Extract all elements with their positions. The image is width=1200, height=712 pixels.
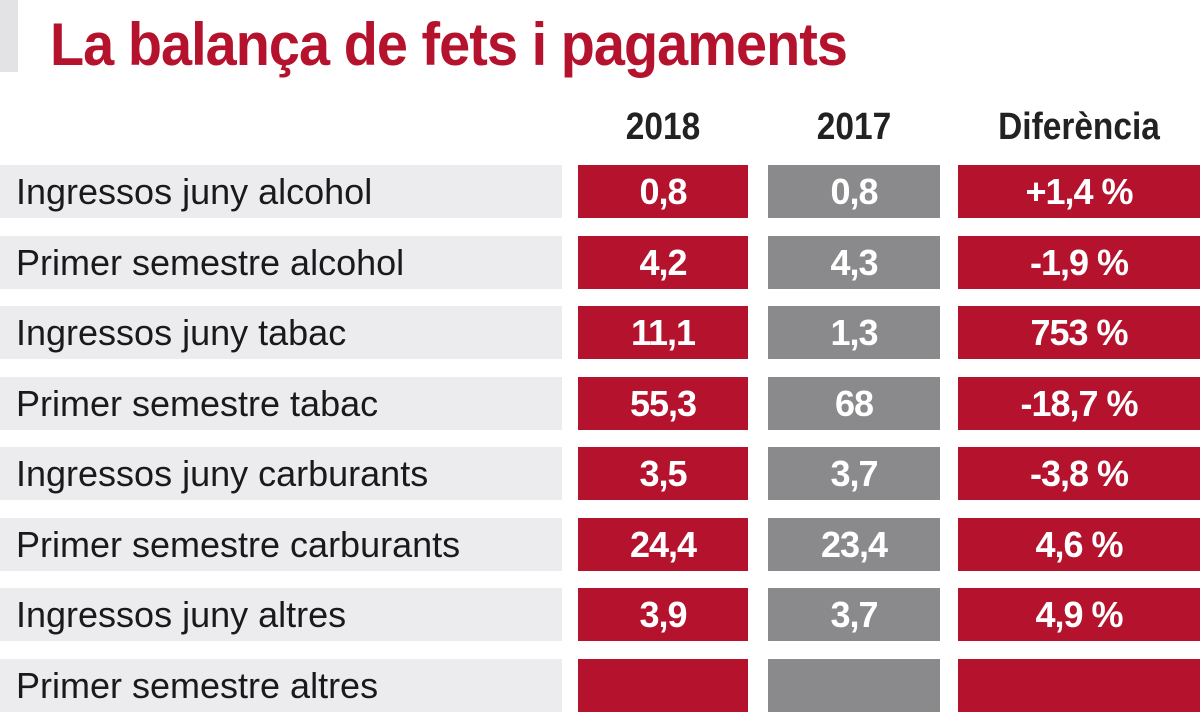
table-row: Ingressos juny carburants 3,5 3,7 -3,8 % <box>0 447 1200 500</box>
column-header-2018: 2018 <box>625 106 701 148</box>
column-header-diferencia: Diferència <box>998 106 1160 148</box>
value-2018: 4,2 <box>578 235 748 289</box>
decorative-bar <box>0 0 18 72</box>
row-label: Ingressos juny carburants <box>0 447 562 500</box>
row-label: Primer semestre alcohol <box>0 235 562 289</box>
table-row: Ingressos juny altres 3,9 3,7 4,9 % <box>0 588 1200 641</box>
value-2018: 55,3 <box>578 376 748 430</box>
value-2018: 11,1 <box>578 306 748 359</box>
value-difference: -3,8 % <box>958 447 1200 500</box>
table-row: Primer semestre alcohol 4,2 4,3 -1,9 % <box>0 235 1200 289</box>
row-label: Primer semestre tabac <box>0 376 562 430</box>
row-label: Primer semestre altres <box>0 658 562 712</box>
row-label: Ingressos juny altres <box>0 588 562 641</box>
chart-title: La balança de fets i pagaments <box>50 11 848 78</box>
table-row: Ingressos juny tabac 11,1 1,3 753 % <box>0 306 1200 359</box>
value-2018: 0,8 <box>578 165 748 218</box>
value-2017: 0,8 <box>768 165 940 218</box>
value-difference: 4,9 % <box>958 588 1200 641</box>
value-2018: 24,4 <box>578 517 748 571</box>
column-header-2017: 2017 <box>816 106 892 148</box>
value-2017: 23,4 <box>768 517 940 571</box>
value-2018: 3,9 <box>578 588 748 641</box>
value-2017: 3,7 <box>768 447 940 500</box>
row-label: Ingressos juny tabac <box>0 306 562 359</box>
value-difference: +1,4 % <box>958 165 1200 218</box>
table-row: Ingressos juny alcohol 0,8 0,8 +1,4 % <box>0 165 1200 218</box>
row-label: Ingressos juny alcohol <box>0 165 562 218</box>
value-2018: 3,5 <box>578 447 748 500</box>
value-difference: 4,6 % <box>958 517 1200 571</box>
value-2018 <box>578 658 748 712</box>
value-2017: 68 <box>768 376 940 430</box>
value-2017: 4,3 <box>768 235 940 289</box>
value-difference: -18,7 % <box>958 376 1200 430</box>
table-row: Primer semestre carburants 24,4 23,4 4,6 % <box>0 517 1200 571</box>
value-2017: 3,7 <box>768 588 940 641</box>
row-label: Primer semestre carburants <box>0 517 562 571</box>
value-difference: 753 % <box>958 306 1200 359</box>
table-row: Primer semestre tabac 55,3 68 -18,7 % <box>0 376 1200 430</box>
value-difference: -1,9 % <box>958 235 1200 289</box>
value-difference <box>958 658 1200 712</box>
value-2017: 1,3 <box>768 306 940 359</box>
value-2017 <box>768 658 940 712</box>
table-row: Primer semestre altres <box>0 658 1200 712</box>
